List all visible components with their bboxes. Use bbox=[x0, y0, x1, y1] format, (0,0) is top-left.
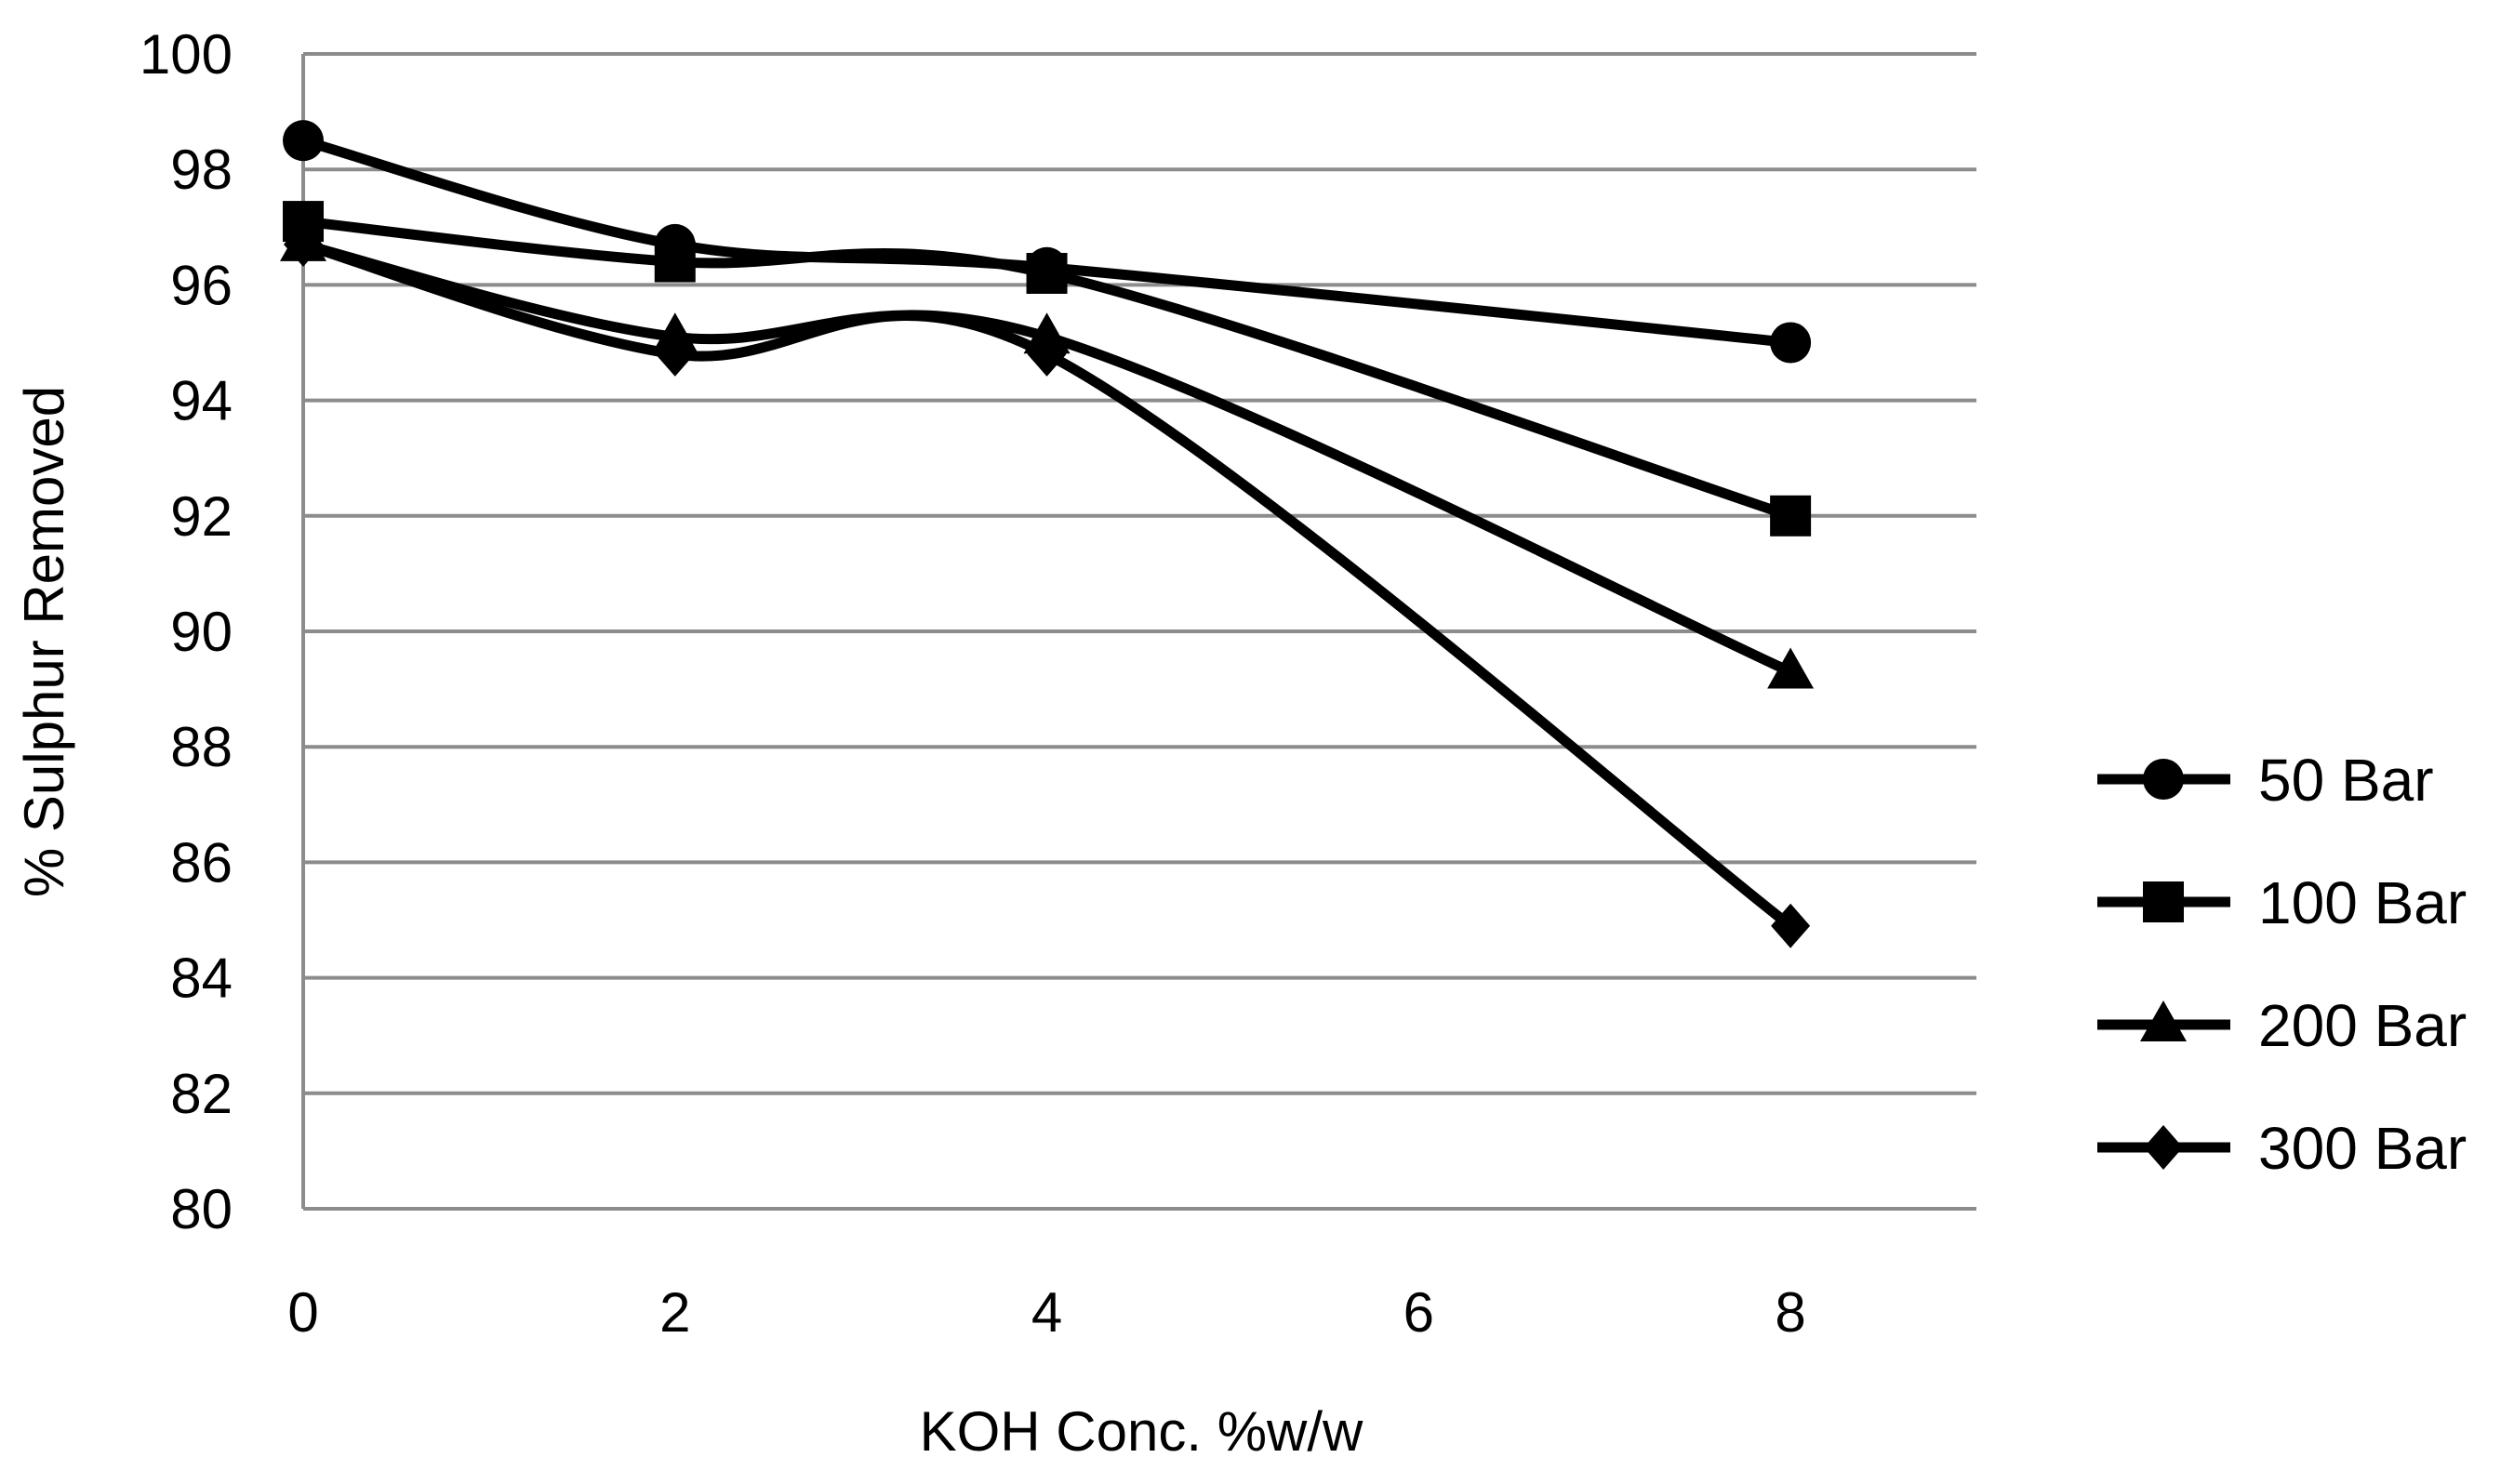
x-tick-labels: 0 2 4 6 8 bbox=[287, 1281, 1805, 1344]
data-point-300-bar-x4 bbox=[1027, 331, 1067, 377]
series-line-100-bar bbox=[298, 216, 1796, 522]
y-tick-label-84: 84 bbox=[170, 947, 233, 1010]
legend-label-300-bar: 300 Bar bbox=[2258, 1115, 2467, 1182]
x-tick-label-4: 4 bbox=[1031, 1281, 1062, 1344]
y-tick-label-100: 100 bbox=[140, 23, 233, 86]
legend-label-200-bar: 200 Bar bbox=[2258, 992, 2467, 1059]
y-tick-label-94: 94 bbox=[170, 370, 233, 432]
legend: 50 Bar 100 Bar 200 Bar 300 Bar bbox=[2097, 747, 2467, 1182]
y-tick-label-86: 86 bbox=[170, 831, 233, 894]
data-point-300-bar-x2 bbox=[655, 331, 695, 377]
x-tick-label-8: 8 bbox=[1775, 1281, 1805, 1344]
y-tick-label-82: 82 bbox=[170, 1063, 233, 1125]
y-tick-label-96: 96 bbox=[170, 254, 233, 316]
data-point-50-bar-x8 bbox=[1770, 322, 1812, 364]
x-tick-label-6: 6 bbox=[1403, 1281, 1434, 1344]
series-line-300-bar bbox=[298, 239, 1796, 932]
legend-label-50-bar: 50 Bar bbox=[2258, 747, 2434, 814]
series-line-50-bar bbox=[298, 135, 1796, 348]
y-tick-label-92: 92 bbox=[170, 485, 233, 548]
legend-marker-50-bar bbox=[2143, 759, 2184, 800]
x-tick-label-0: 0 bbox=[287, 1281, 318, 1344]
y-tick-labels: 80 82 84 86 88 90 92 94 96 98 100 bbox=[140, 23, 233, 1240]
y-tick-label-90: 90 bbox=[170, 601, 233, 663]
legend-marker-200-bar bbox=[2140, 1000, 2187, 1041]
y-tick-label-80: 80 bbox=[170, 1178, 233, 1240]
series-line-200-bar bbox=[298, 239, 1796, 677]
legend-marker-300-bar bbox=[2144, 1125, 2183, 1170]
y-axis-title: % Sulphur Removed bbox=[13, 386, 75, 897]
data-markers bbox=[280, 120, 1815, 948]
y-tick-label-88: 88 bbox=[170, 716, 233, 778]
x-axis-title: KOH Conc. %w/w bbox=[920, 1400, 1363, 1463]
data-point-200-bar-x8 bbox=[1767, 647, 1815, 689]
legend-marker-100-bar bbox=[2143, 881, 2184, 922]
data-point-100-bar-x8 bbox=[1770, 495, 1812, 537]
grid-lines bbox=[303, 52, 1976, 1095]
data-point-100-bar-x4 bbox=[1026, 252, 1068, 294]
data-point-100-bar-x2 bbox=[654, 241, 696, 283]
y-tick-label-98: 98 bbox=[170, 139, 233, 201]
data-point-300-bar-x8 bbox=[1771, 903, 1811, 948]
legend-label-100-bar: 100 Bar bbox=[2258, 869, 2467, 936]
series-lines bbox=[298, 135, 1796, 932]
x-tick-label-2: 2 bbox=[659, 1281, 690, 1344]
data-point-300-bar-x0 bbox=[284, 221, 323, 267]
data-point-50-bar-x0 bbox=[283, 120, 324, 162]
